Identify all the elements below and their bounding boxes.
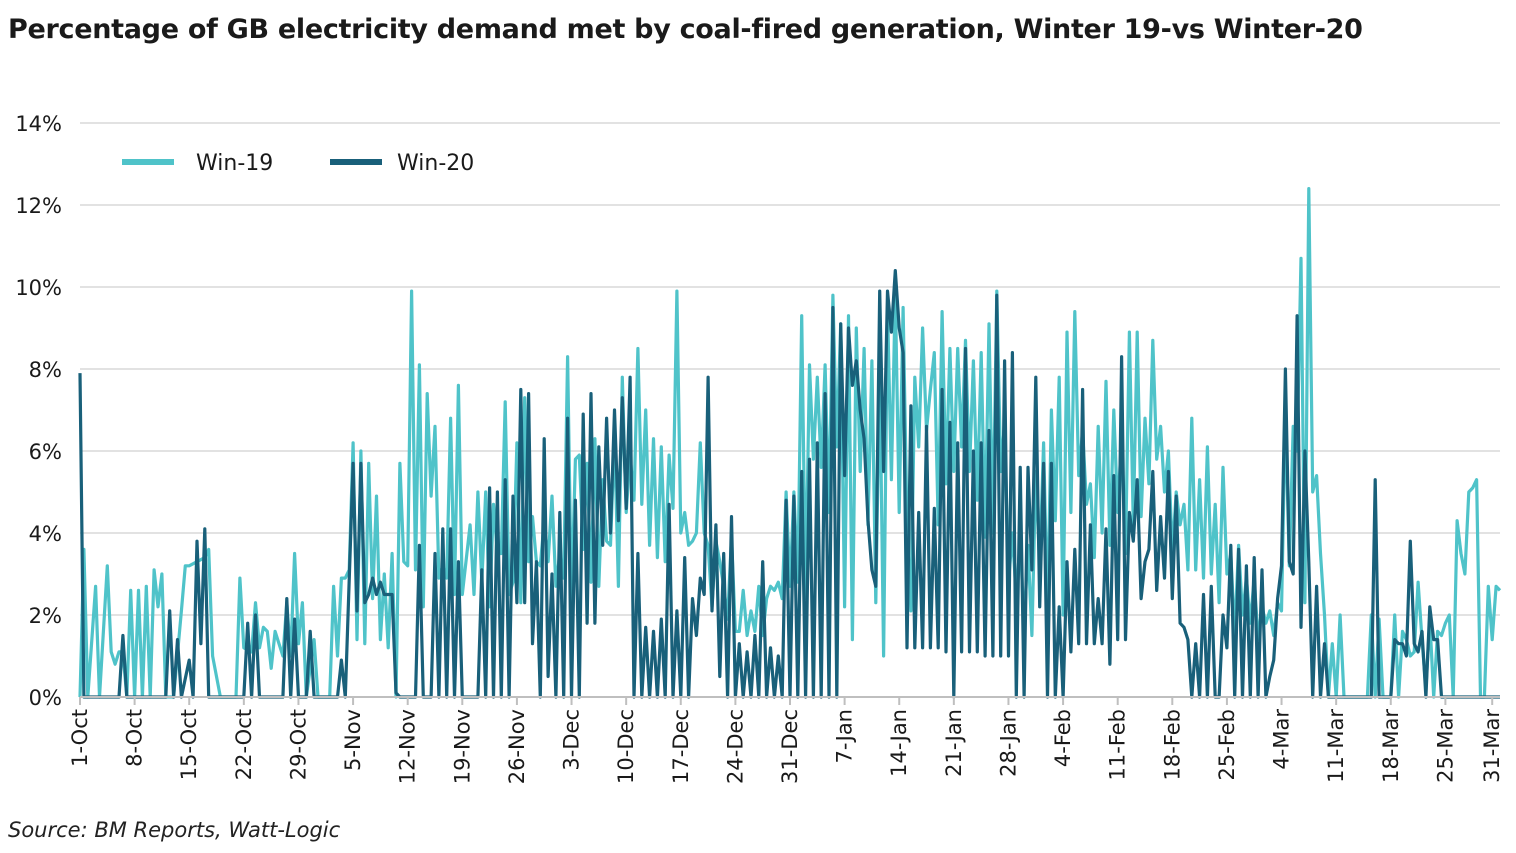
y-axis-ticks: 0% 2% 4% 6% 8% 10% 12% 14% <box>15 112 62 710</box>
x-tick-label: 21-Jan <box>942 709 966 777</box>
legend: Win-19 Win-20 <box>122 151 474 176</box>
x-tick-label: 5-Nov <box>341 709 365 771</box>
x-tick-label: 18-Feb <box>1160 709 1184 780</box>
x-tick-label: 1-Oct <box>68 709 92 767</box>
x-tick-label: 11-Mar <box>1324 709 1348 783</box>
x-tick-label: 28-Jan <box>996 709 1020 777</box>
y-tick-label: 6% <box>29 440 62 464</box>
x-tick-label: 25-Feb <box>1215 709 1239 780</box>
legend-label-win-19: Win-19 <box>196 151 273 176</box>
x-tick-label: 19-Nov <box>450 709 474 784</box>
y-tick-label: 2% <box>29 604 62 628</box>
x-tick-label: 3-Dec <box>560 709 584 771</box>
series-layer <box>78 187 1502 699</box>
legend-label-win-20: Win-20 <box>397 151 474 176</box>
y-tick-label: 0% <box>29 686 62 710</box>
y-tick-label: 10% <box>15 276 62 300</box>
series-line-win-20 <box>78 269 1500 699</box>
x-tick-label: 7-Jan <box>833 709 857 763</box>
source-note: Source: BM Reports, Watt-Logic <box>8 818 341 842</box>
x-tick-label: 25-Mar <box>1433 709 1457 783</box>
y-tick-label: 14% <box>15 112 62 136</box>
x-tick-label: 12-Nov <box>396 709 420 784</box>
x-tick-label: 8-Oct <box>123 709 147 767</box>
x-tick-label: 11-Feb <box>1106 709 1130 780</box>
y-tick-label: 4% <box>29 522 62 546</box>
gridlines <box>80 122 1500 616</box>
chart-title: Percentage of GB electricity demand met … <box>8 14 1363 45</box>
x-tick-label: 18-Mar <box>1379 709 1403 783</box>
y-tick-label: 12% <box>15 194 62 218</box>
x-tick-label: 17-Dec <box>669 709 693 784</box>
x-tick-label: 4-Feb <box>1051 709 1075 767</box>
y-tick-label: 8% <box>29 358 62 382</box>
x-tick-label: 24-Dec <box>723 709 747 784</box>
x-tick-label: 26-Nov <box>505 709 529 784</box>
x-tick-label: 31-Dec <box>778 709 802 784</box>
x-tick-label: 15-Oct <box>177 709 201 780</box>
x-tick-label: 10-Dec <box>614 709 638 784</box>
x-tick-label: 14-Jan <box>887 709 911 777</box>
x-tick-label: 22-Oct <box>232 709 256 780</box>
x-axis-ticks: 1-Oct 8-Oct 15-Oct 22-Oct 29-Oct 5-Nov 12-Nov 1… <box>68 709 1504 785</box>
x-tick-label: 29-Oct <box>286 709 310 780</box>
x-tick-label: 31-Mar <box>1480 709 1504 783</box>
x-axis <box>79 696 1500 705</box>
x-tick-label: 4-Mar <box>1270 709 1294 770</box>
